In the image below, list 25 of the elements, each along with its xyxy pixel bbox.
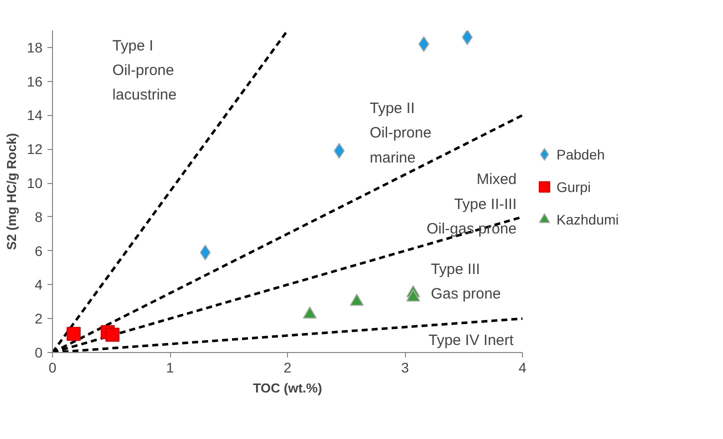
legend-label: Kazhdumi: [556, 212, 619, 228]
y-tick-label: 16: [26, 73, 43, 90]
annotation: Type IV Inert: [428, 332, 514, 350]
y-tick-label: 10: [26, 175, 43, 192]
annotation: Mixed Type II-III Oil-gas prone: [426, 171, 517, 238]
x-tick-label: 3: [401, 360, 410, 376]
y-tick-label: 4: [34, 276, 43, 293]
y-axis-title: S2 (mg HC/g Rock): [4, 132, 19, 250]
annotation: Type I Oil-prone lacustrine: [112, 37, 177, 104]
y-tick-label: 14: [26, 107, 43, 124]
annotation: Type III Gas prone: [430, 260, 501, 303]
y-tick-label: 0: [34, 344, 43, 360]
y-tick-label: 18: [26, 39, 43, 56]
x-tick-label: 4: [518, 360, 527, 376]
legend-label: Pabdeh: [556, 146, 605, 162]
legend-label: Gurpi: [556, 178, 591, 195]
y-tick-label: 6: [34, 242, 43, 259]
annotation: Type II Oil-prone marine: [370, 100, 432, 166]
y-tick-label: 2: [34, 310, 43, 327]
x-tick-label: 1: [166, 360, 174, 376]
x-tick-label: 2: [284, 360, 292, 376]
x-tick-label: 0: [48, 360, 57, 376]
x-axis-title: TOC (wt.%): [252, 380, 322, 396]
y-tick-label: 8: [34, 208, 43, 225]
y-tick-label: 12: [26, 141, 43, 158]
